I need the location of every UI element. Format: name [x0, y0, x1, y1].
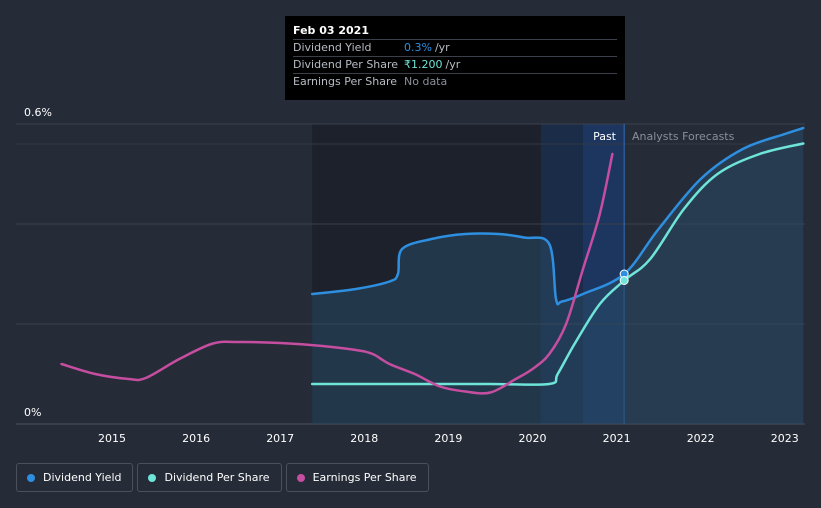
y-axis-zero-label: 0%	[24, 406, 41, 419]
dividend-per-share-line	[310, 142, 805, 386]
legend-item-dividend-yield[interactable]: Dividend Yield	[16, 463, 134, 492]
x-tick-label: 2023	[771, 432, 799, 445]
tooltip-row-dividend-yield: Dividend Yield 0.3% /yr	[293, 39, 617, 56]
tooltip-row-earnings-per-share: Earnings Per Share No data	[293, 73, 617, 90]
tooltip-row-label: Dividend Per Share	[293, 58, 399, 71]
x-tick-label: 2019	[434, 432, 462, 445]
tooltip-row-label: Earnings Per Share	[293, 75, 398, 88]
tooltip-row-unit: /yr	[445, 58, 461, 71]
x-tick-label: 2018	[350, 432, 378, 445]
x-tick-label: 2021	[603, 432, 631, 445]
tooltip-row-value: ₹1.200	[404, 58, 443, 71]
past-region-label: Past	[593, 130, 617, 143]
legend-label: Dividend Yield	[43, 471, 122, 484]
dividend-per-share-marker	[619, 276, 629, 285]
legend-item-dividend-per-share[interactable]: Dividend Per Share	[137, 463, 282, 492]
tooltip-row-value: 0.3%	[404, 41, 432, 54]
legend: Dividend Yield Dividend Per Share Earnin…	[16, 463, 429, 492]
x-tick-label: 2016	[182, 432, 210, 445]
x-tick-label: 2020	[519, 432, 547, 445]
forecast-region-label: Analysts Forecasts	[632, 130, 735, 143]
dividend-yield-line	[310, 126, 805, 306]
dividend-yield-dot-icon	[27, 473, 35, 482]
legend-label: Dividend Per Share	[164, 471, 270, 484]
x-tick-label: 2017	[266, 432, 294, 445]
x-tick-label: 2015	[98, 432, 126, 445]
legend-label: Earnings Per Share	[312, 471, 417, 484]
tooltip-row-unit: /yr	[434, 41, 450, 54]
earnings-per-share-line	[60, 152, 614, 395]
dividend-per-share-dot-icon	[148, 473, 157, 482]
tooltip-row-dividend-per-share: Dividend Per Share ₹1.200 /yr	[293, 56, 617, 73]
tooltip-row-value: No data	[404, 75, 448, 88]
earnings-per-share-dot-icon	[296, 473, 305, 482]
y-axis-top-label: 0.6%	[24, 106, 52, 119]
tooltip: Feb 03 2021 Dividend Yield 0.3% /yr Divi…	[285, 16, 625, 100]
tooltip-date: Feb 03 2021	[293, 24, 369, 37]
tooltip-row-label: Dividend Yield	[293, 41, 372, 54]
x-tick-label: 2022	[687, 432, 715, 445]
legend-item-earnings-per-share[interactable]: Earnings Per Share	[285, 463, 429, 492]
